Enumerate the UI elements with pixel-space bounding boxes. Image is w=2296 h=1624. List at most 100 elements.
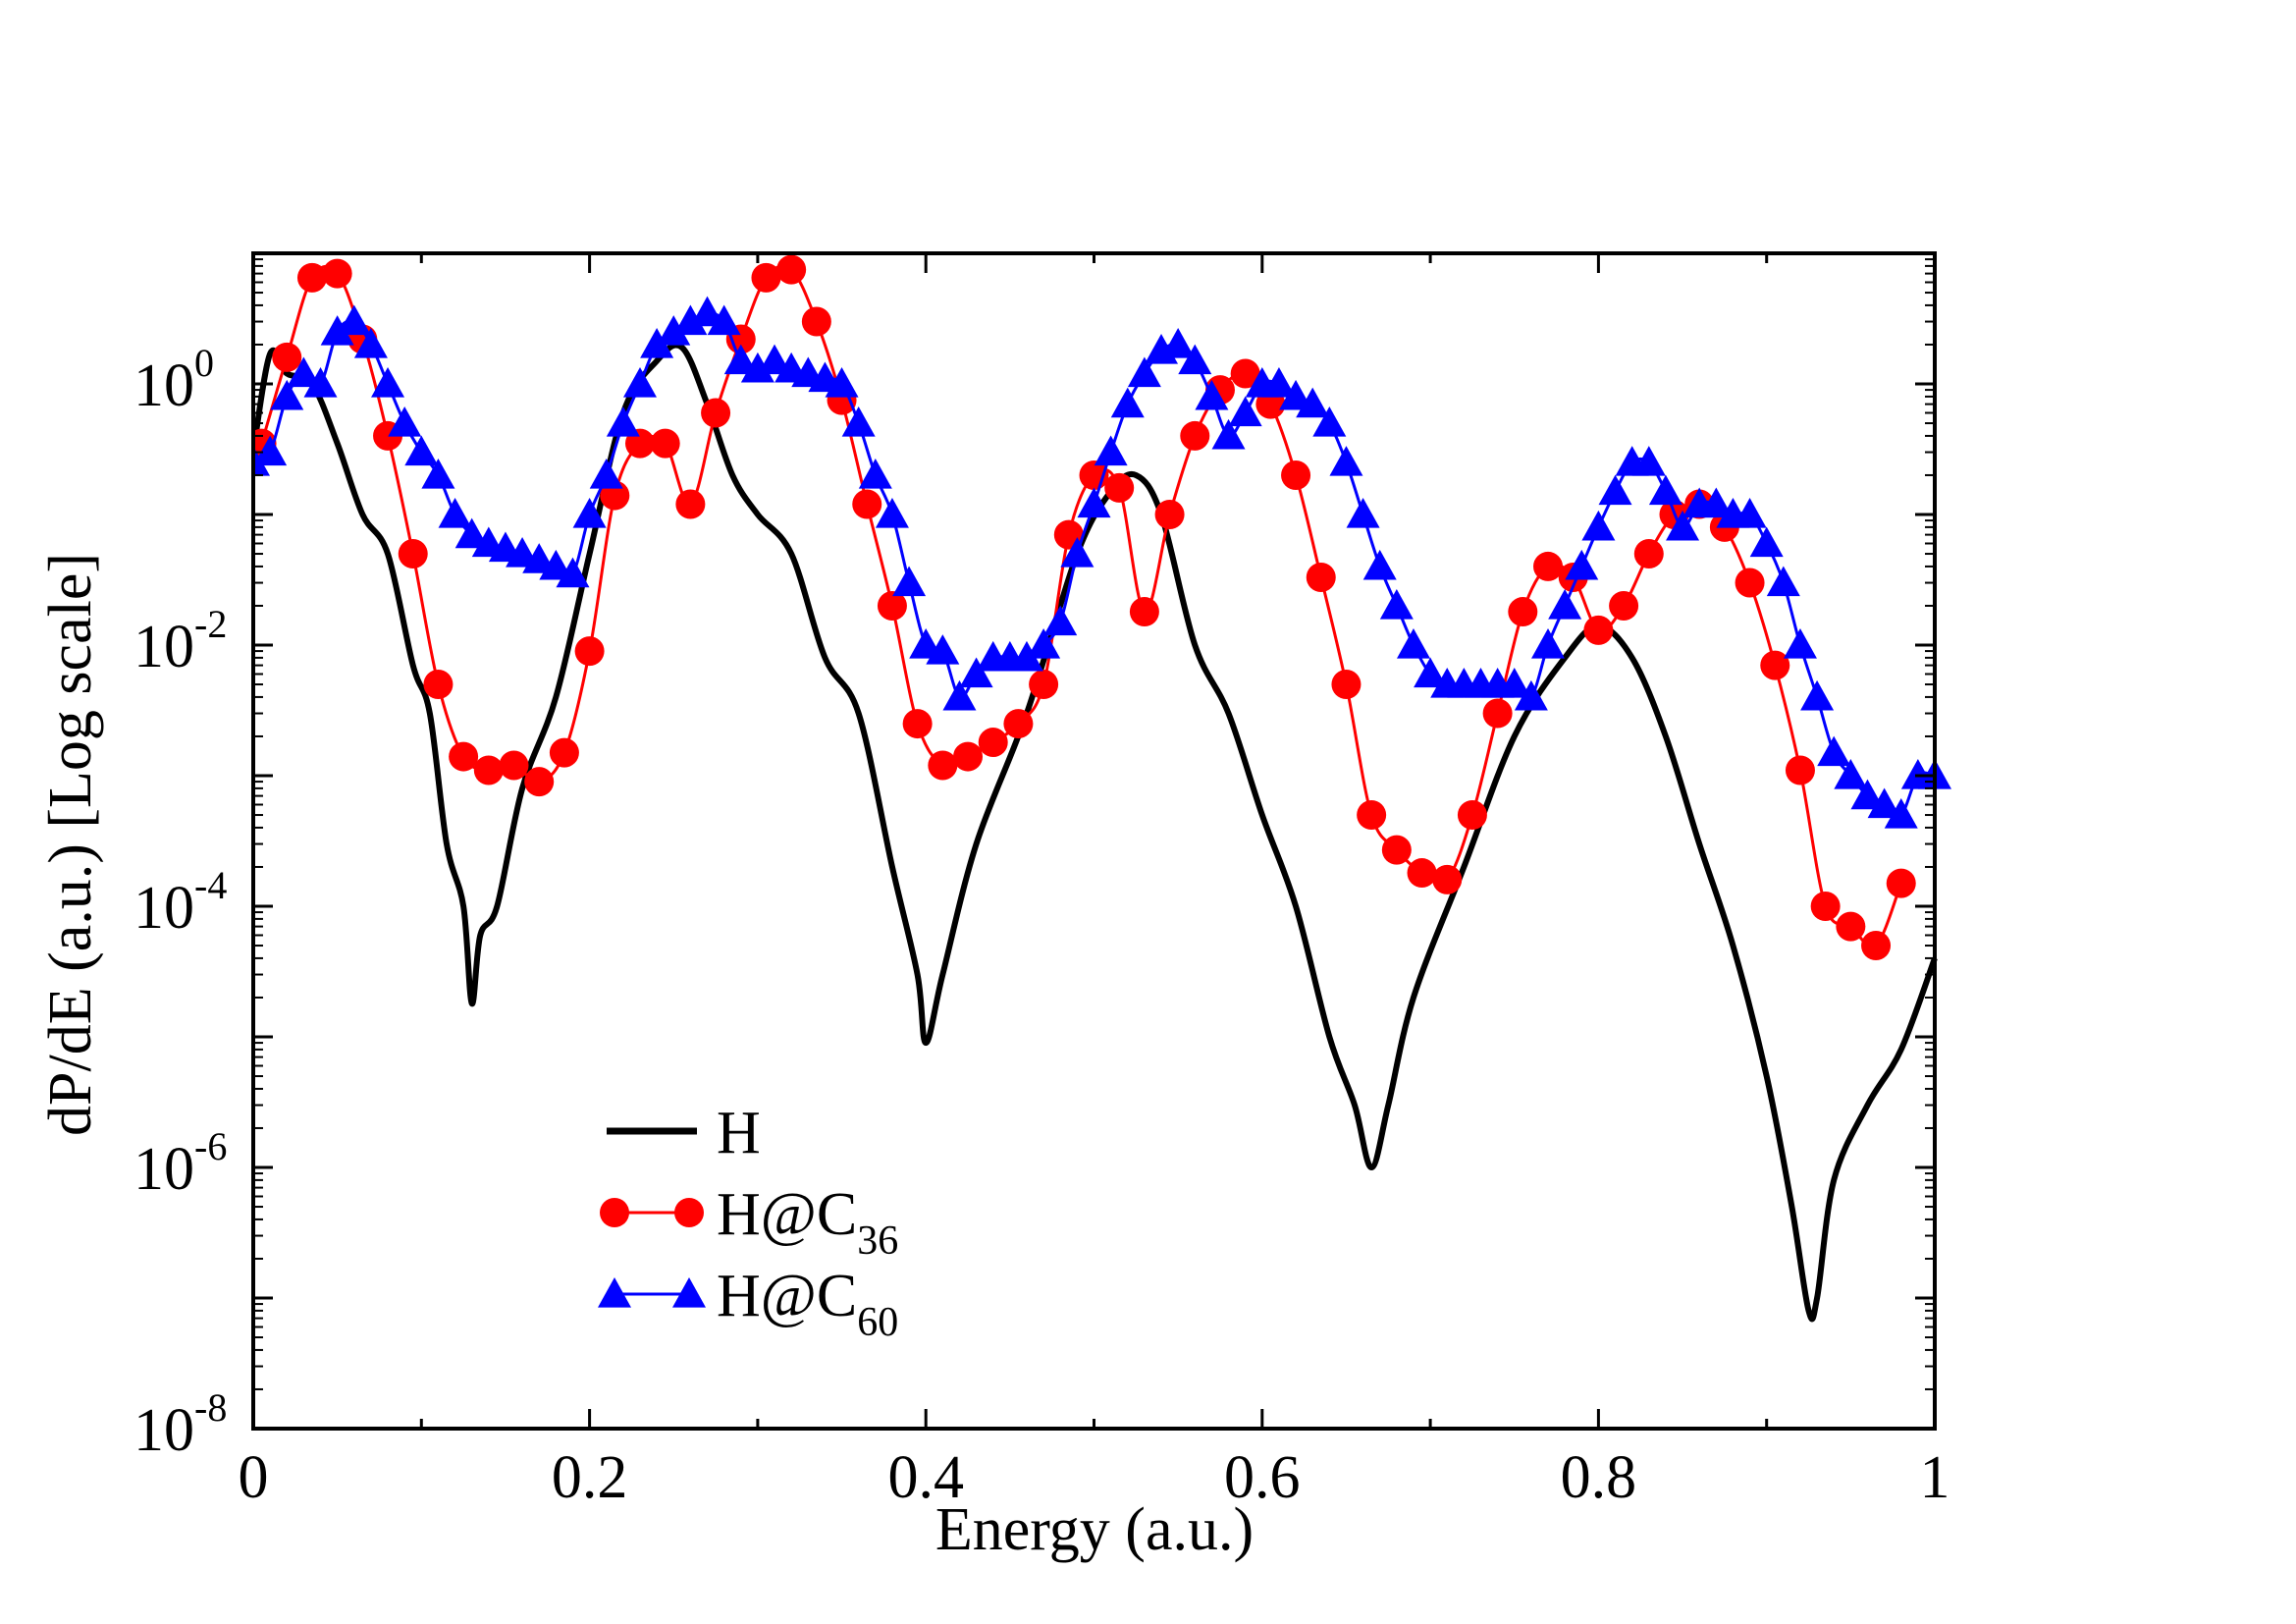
legend-label-subscript: 60: [857, 1300, 898, 1345]
data-point-triangle: [1800, 679, 1835, 711]
data-point-circle: [852, 489, 882, 519]
x-tick-label: 0.4: [887, 1444, 964, 1511]
data-point-triangle: [388, 406, 422, 437]
legend-marker-start: [600, 1198, 629, 1227]
data-point-triangle: [454, 517, 489, 549]
x-tick-label: 0: [239, 1444, 269, 1511]
x-axis-title: Energy (a.u.): [935, 1496, 1254, 1563]
data-point-circle: [1432, 864, 1463, 894]
legend-item: H@C36: [600, 1181, 898, 1264]
data-point-triangle: [1379, 588, 1414, 620]
data-point-triangle: [353, 327, 388, 358]
data-point-circle: [776, 254, 807, 285]
y-tick-label-exponent: 0: [194, 341, 214, 385]
data-point-circle: [751, 262, 781, 293]
data-point-triangle: [1699, 487, 1734, 518]
data-point-triangle: [1195, 379, 1229, 410]
data-point-triangle: [622, 367, 657, 398]
data-point-circle: [701, 398, 731, 428]
plot-frame: [251, 251, 1937, 1431]
x-tick-label: 0.2: [552, 1444, 628, 1511]
data-point-circle: [1154, 500, 1185, 529]
data-point-triangle: [841, 406, 876, 437]
data-point-triangle: [1027, 628, 1061, 659]
legend-label-main: H: [717, 1100, 761, 1166]
data-point-circle: [650, 428, 680, 459]
legend-label-main: H@C: [717, 1181, 857, 1248]
series-h-c36: [253, 254, 1916, 961]
legend-marker-end: [674, 1198, 704, 1227]
data-point-triangle: [287, 356, 321, 388]
data-point-triangle: [253, 435, 288, 466]
data-point-triangle: [1648, 474, 1682, 506]
data-point-circle: [1003, 709, 1034, 739]
data-point-triangle: [320, 315, 354, 346]
y-tick-label-base: 10: [133, 1136, 194, 1203]
data-point-circle: [953, 741, 984, 772]
data-point-circle: [801, 306, 831, 337]
legend-item: H: [607, 1100, 761, 1166]
data-point-triangle: [253, 446, 270, 476]
data-point-triangle: [892, 566, 927, 597]
data-point-circle: [1482, 698, 1513, 729]
data-point-circle: [1230, 358, 1260, 389]
data-point-circle: [524, 767, 555, 797]
legend-label: H: [717, 1100, 761, 1166]
data-point-triangle: [438, 498, 472, 528]
series-layer: [253, 254, 1951, 1323]
data-point-circle: [1760, 650, 1790, 680]
data-point-triangle: [1228, 396, 1262, 427]
data-point-triangle: [1346, 498, 1380, 528]
data-point-circle: [398, 539, 428, 569]
data-point-triangle: [1329, 446, 1363, 476]
data-point-circle: [1357, 800, 1387, 831]
data-point-triangle: [337, 304, 371, 336]
data-point-circle: [499, 750, 529, 781]
data-point-circle: [322, 258, 352, 289]
data-point-triangle: [556, 557, 590, 588]
data-point-triangle: [1581, 510, 1616, 541]
data-point-circle: [877, 590, 907, 621]
data-point-triangle: [723, 344, 758, 375]
y-tick-label: 10 -2: [133, 602, 227, 680]
data-point-triangle: [1884, 798, 1918, 829]
legend-marker-end: [672, 1277, 706, 1308]
data-point-circle: [1810, 892, 1841, 921]
data-point-triangle: [1783, 628, 1817, 659]
data-point-triangle: [1312, 406, 1347, 437]
y-tick-label-base: 10: [133, 1397, 194, 1464]
data-point-circle: [1609, 590, 1639, 621]
data-point-triangle: [589, 458, 623, 489]
data-point-triangle: [1110, 387, 1145, 418]
data-point-triangle: [1565, 549, 1599, 580]
data-point-triangle: [421, 458, 455, 489]
legend-label-main: H@C: [717, 1263, 857, 1329]
data-point-triangle: [640, 327, 674, 358]
data-point-triangle: [657, 315, 691, 346]
data-point-circle: [549, 737, 579, 768]
data-point-triangle: [858, 458, 892, 489]
data-point-triangle: [1733, 498, 1767, 528]
data-point-circle: [1306, 563, 1336, 593]
legend-label-subscript: 36: [857, 1218, 898, 1264]
data-point-circle: [1281, 460, 1311, 490]
ticks-layer: [251, 251, 1937, 1431]
data-point-circle: [473, 755, 504, 785]
data-point-triangle: [926, 634, 960, 665]
legend-marker-start: [598, 1277, 631, 1308]
data-point-circle: [449, 741, 479, 772]
y-tick-label-exponent: -6: [194, 1124, 227, 1168]
y-tick-label-exponent: -4: [194, 863, 227, 907]
data-point-circle: [1785, 755, 1815, 785]
y-tick-label-exponent: -2: [194, 602, 227, 646]
data-point-triangle: [1060, 537, 1095, 568]
x-tick-labels: 0 0.2 0.4 0.6 0.8 1: [239, 1444, 1950, 1511]
data-point-triangle: [673, 304, 708, 336]
data-point-circle: [1633, 539, 1664, 569]
legend-label: H@C60: [717, 1263, 898, 1345]
data-point-circle: [1886, 868, 1916, 898]
data-point-triangle: [1531, 628, 1566, 659]
data-point-triangle: [825, 367, 859, 398]
data-point-triangle: [1598, 474, 1632, 506]
